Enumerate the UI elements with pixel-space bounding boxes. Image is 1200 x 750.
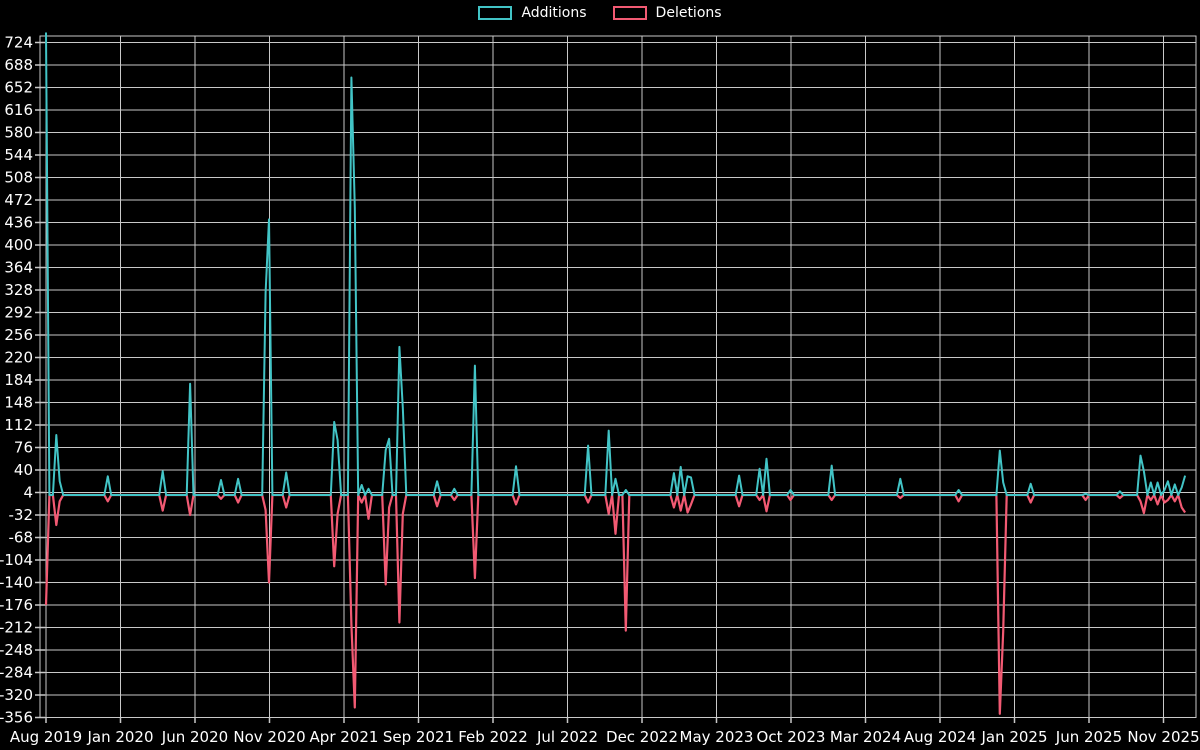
y-axis-label: 400: [4, 236, 33, 254]
y-axis-label: 40: [14, 461, 33, 479]
y-axis-label: 148: [4, 394, 33, 412]
y-axis-label: 724: [4, 34, 33, 52]
legend-item-deletions[interactable]: Deletions: [612, 5, 722, 21]
x-axis-label: Feb 2022: [458, 728, 528, 746]
x-axis-label: Jan 2020: [86, 728, 153, 746]
x-axis-label: Aug 2024: [904, 728, 976, 746]
deletions-swatch-icon: [612, 6, 647, 20]
y-axis-label: 184: [4, 371, 33, 389]
y-axis-label: -320: [0, 686, 33, 704]
grid: [35, 35, 1197, 723]
y-axis-label: 616: [4, 101, 33, 119]
y-axis-label: 508: [4, 169, 33, 187]
x-axis-label: Nov 2020: [233, 728, 305, 746]
y-axis-label: -104: [0, 551, 33, 569]
y-axis-label: -32: [9, 506, 34, 524]
x-axis-label: Oct 2023: [757, 728, 826, 746]
y-axis-label: -356: [0, 709, 33, 727]
y-axis-label: -284: [0, 664, 33, 682]
y-axis-label: 364: [4, 259, 33, 277]
y-axis-label: -212: [0, 619, 33, 637]
x-axis-label: Aug 2019: [10, 728, 82, 746]
x-axis-label: Jun 2020: [161, 728, 228, 746]
y-axis-label: 436: [4, 214, 33, 232]
y-axis-label: 580: [4, 124, 33, 142]
y-axis-label: -140: [0, 574, 33, 592]
y-axis-label: 688: [4, 56, 33, 74]
y-axis-labels: 724 688 652 616 580 544 508 472 436 400 364 328 292 2…: [0, 34, 33, 727]
x-axis-label: Jul 2022: [536, 728, 598, 746]
legend-item-additions[interactable]: Additions: [478, 5, 587, 21]
y-axis-label: 328: [4, 281, 33, 299]
y-axis-label: 544: [4, 146, 33, 164]
legend-label-deletions: Deletions: [655, 5, 722, 21]
x-axis-labels: Aug 2019 Jan 2020 Jun 2020 Nov 2020 Apr 2021…: [10, 728, 1200, 746]
x-axis-label: Apr 2021: [310, 728, 379, 746]
additions-line: [45, 32, 1187, 496]
chart-legend: Additions Deletions: [0, 6, 1200, 20]
y-axis-label: 472: [4, 191, 33, 209]
y-axis-label: -68: [9, 529, 34, 547]
x-axis-label: Nov 2025: [1127, 728, 1199, 746]
x-axis-label: Jan 2025: [980, 728, 1047, 746]
y-axis-label: 220: [4, 349, 33, 367]
x-axis-label: Dec 2022: [606, 728, 678, 746]
y-axis-label: -248: [0, 641, 33, 659]
y-axis-label: 256: [4, 326, 33, 344]
y-axis-label: 292: [4, 304, 33, 322]
y-axis-label: 112: [4, 416, 33, 434]
x-axis-label: Jun 2025: [1055, 728, 1122, 746]
y-axis-label: -176: [0, 596, 33, 614]
y-axis-label: 652: [4, 79, 33, 97]
x-axis-label: May 2023: [680, 728, 754, 746]
legend-label-additions: Additions: [521, 5, 587, 21]
y-axis-label: 4: [23, 484, 33, 502]
y-axis-label: 76: [14, 439, 33, 457]
x-axis-label: Mar 2024: [830, 728, 901, 746]
additions-swatch-icon: [478, 6, 513, 20]
x-axis-label: Sep 2021: [383, 728, 454, 746]
